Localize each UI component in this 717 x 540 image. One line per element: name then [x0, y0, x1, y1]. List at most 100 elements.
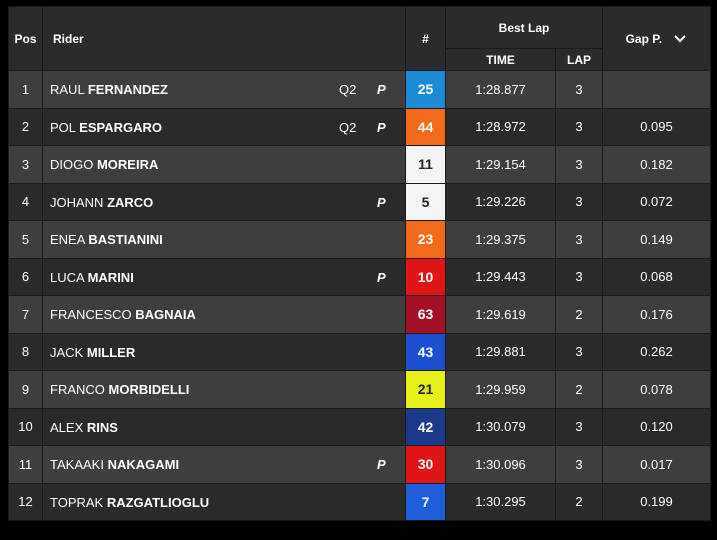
gap: 0.078 [602, 370, 711, 409]
row: 1 RAUL FERNANDEZ Q2 P 25 1:28.877 3 [8, 70, 711, 109]
sort-chevron[interactable] [673, 34, 687, 44]
first-name: RAUL [50, 82, 85, 97]
time: 1:29.881 [445, 332, 556, 371]
rider-name: ENEA BASTIANINI [50, 232, 163, 247]
icon: P [377, 82, 386, 97]
first-name: JACK [50, 344, 84, 360]
time: 1:29.619 [445, 295, 556, 334]
bike-number: 30 [405, 445, 446, 484]
lap: 2 [555, 295, 603, 334]
gap-header[interactable]: Gap P. [602, 6, 711, 71]
last-name: MILLER [86, 344, 136, 360]
pos: 4 [8, 182, 43, 221]
pos: 11 [8, 445, 43, 484]
session: Q2 [339, 82, 357, 97]
gap: 0.176 [602, 295, 711, 334]
rider-name: DIOGO MOREIRA [50, 157, 158, 172]
lap: 3 [555, 70, 603, 109]
pos: 2 [8, 107, 43, 146]
rider: RAUL FERNANDEZ Q2 P [42, 70, 406, 109]
gap: 0.017 [602, 445, 711, 484]
lap: 3 [555, 107, 603, 146]
row: 7 FRANCESCO BAGNAIA 63 1:29.619 2 0.176 [8, 295, 711, 334]
gap: 0.149 [602, 220, 711, 259]
row: 8 JACK MILLER 43 1:29.881 3 0.262 [8, 332, 711, 371]
bike-number: 23 [405, 220, 446, 259]
rider: POL ESPARGARO Q2 P [42, 107, 406, 146]
rider-name: FRANCESCO BAGNAIA [50, 307, 196, 322]
rider: FRANCESCO BAGNAIA [42, 295, 406, 334]
time: 1:30.096 [445, 445, 556, 484]
row: 2 POL ESPARGARO Q2 P 44 1:28.972 3 0.095 [8, 107, 711, 146]
rider: TOPRAK RAZGATLIOGLU [42, 482, 406, 521]
first-name: JOHANN [50, 194, 104, 210]
rider: DIOGO MOREIRA [42, 145, 406, 184]
rider-name: POL ESPARGARO [50, 120, 162, 135]
pos: 12 [8, 482, 43, 521]
gap [602, 70, 711, 109]
icon: P [377, 457, 386, 472]
icon: P [377, 194, 386, 210]
time: 1:29.443 [445, 257, 556, 296]
bike-number: 43 [405, 332, 446, 371]
row: 3 DIOGO MOREIRA 11 1:29.154 3 0.182 [8, 145, 711, 184]
rider: FRANCO MORBIDELLI [42, 370, 406, 409]
first-name: ALEX [50, 419, 84, 435]
pos: 3 [8, 145, 43, 184]
row: 12 TOPRAK RAZGATLIOGLU 7 1:30.295 2 0.199 [8, 482, 711, 521]
rider-name: FRANCO MORBIDELLI [50, 382, 189, 397]
gap: 0.068 [602, 257, 711, 296]
rider-name: LUCA MARINI [50, 270, 134, 285]
pos: 9 [8, 370, 43, 409]
last-name: ZARCO [107, 194, 154, 210]
first-name: POL [50, 119, 76, 135]
rider-name: RAUL FERNANDEZ [50, 82, 168, 97]
time: 1:30.079 [445, 407, 556, 446]
last-name: BAGNAIA [135, 307, 196, 322]
pos: 10 [8, 407, 43, 446]
bike-number: 11 [405, 145, 446, 184]
rider: LUCA MARINI P [42, 257, 406, 296]
rider: JOHANN ZARCO P [42, 182, 406, 221]
bike-number: 5 [405, 182, 446, 221]
time: 1:28.877 [445, 70, 556, 109]
last-name: RINS [86, 419, 118, 435]
pos: 8 [8, 332, 43, 371]
best-lap-header: Best Lap [445, 6, 603, 49]
rider-name: TAKAAKI NAKAGAMI [50, 457, 179, 472]
rider-name: ALEX RINS [50, 420, 118, 435]
rider: JACK MILLER [42, 332, 406, 371]
gap: 0.182 [602, 145, 711, 184]
time: 1:29.375 [445, 220, 556, 259]
row: 9 FRANCO MORBIDELLI 21 1:29.959 2 0.078 [8, 370, 711, 409]
first-name: TOPRAK [50, 494, 104, 510]
rider-name: JOHANN ZARCO [50, 195, 153, 210]
lap: 3 [555, 332, 603, 371]
lap-header: LAP [555, 48, 603, 71]
first-name: LUCA [50, 269, 84, 285]
last-name: NAKAGAMI [107, 457, 180, 472]
bike-number: 42 [405, 407, 446, 446]
rider: ENEA BASTIANINI [42, 220, 406, 259]
icon: P [377, 119, 386, 135]
lap: 3 [555, 182, 603, 221]
row: 11 TAKAAKI NAKAGAMI P 30 1:30.096 3 0.017 [8, 445, 711, 484]
lap: 3 [555, 257, 603, 296]
gap: 0.262 [602, 332, 711, 371]
first-name: TAKAAKI [50, 457, 104, 472]
gap: 0.072 [602, 182, 711, 221]
gap: 0.120 [602, 407, 711, 446]
first-name: FRANCO [50, 382, 105, 397]
pos: 1 [8, 70, 43, 109]
time: 1:28.972 [445, 107, 556, 146]
lap: 3 [555, 145, 603, 184]
rider-name: JACK MILLER [50, 345, 135, 360]
last-name: ESPARGARO [79, 119, 162, 135]
bike-number: 7 [405, 482, 446, 521]
last-name: FERNANDEZ [87, 82, 168, 97]
pos: 7 [8, 295, 43, 334]
icon: P [377, 269, 386, 285]
last-name: MARINI [87, 269, 134, 285]
first-name: DIOGO [50, 157, 94, 172]
